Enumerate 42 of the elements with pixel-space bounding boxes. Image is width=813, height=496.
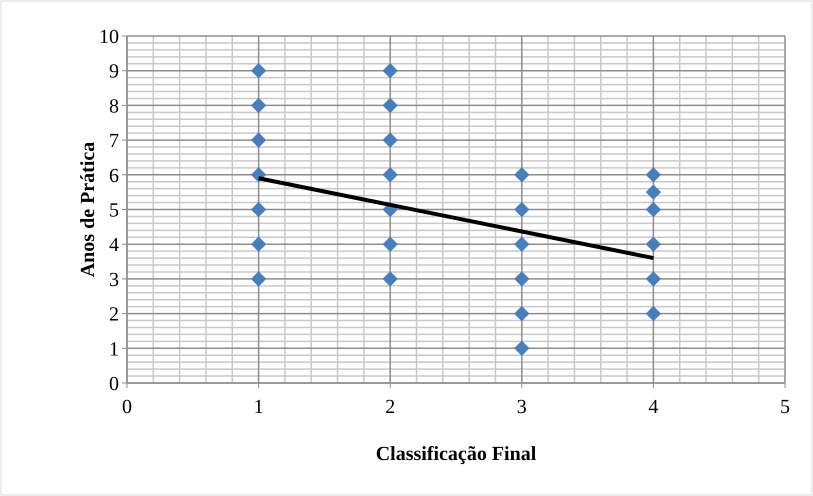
y-tick-label: 8 xyxy=(109,95,119,118)
point xyxy=(250,132,266,148)
y-tick-label: 2 xyxy=(109,304,119,326)
x-axis-title: Classificação Final xyxy=(376,443,537,465)
point xyxy=(382,98,398,114)
point xyxy=(382,167,398,182)
point xyxy=(514,306,530,322)
point xyxy=(382,271,398,287)
y-tick-label: 3 xyxy=(109,268,119,291)
y-tick-label: 0 xyxy=(109,373,119,395)
y-tick-label: 6 xyxy=(109,164,119,187)
point xyxy=(514,236,530,252)
point xyxy=(250,63,266,78)
y-tick-label: 1 xyxy=(109,338,119,360)
y-tick-label: 10 xyxy=(99,26,119,48)
x-tick-label: 3 xyxy=(516,396,527,418)
x-tick-label: 5 xyxy=(780,396,790,418)
point xyxy=(250,202,266,218)
point xyxy=(646,236,662,252)
point xyxy=(382,63,398,78)
point xyxy=(646,271,662,287)
point xyxy=(646,306,662,322)
point xyxy=(250,98,266,114)
point xyxy=(382,132,398,148)
point xyxy=(514,202,530,218)
point xyxy=(250,271,266,287)
y-tick-label: 7 xyxy=(109,130,119,152)
point xyxy=(514,340,530,356)
point xyxy=(514,167,530,182)
point xyxy=(646,167,662,182)
point xyxy=(382,236,398,252)
y-tick-label: 9 xyxy=(109,60,119,83)
x-tick-label: 2 xyxy=(385,396,396,418)
point xyxy=(514,271,530,287)
y-axis-title: Anos de Prática xyxy=(77,142,99,278)
x-tick-label: 4 xyxy=(648,396,658,418)
point xyxy=(646,202,662,218)
point xyxy=(250,236,266,252)
x-tick-label: 1 xyxy=(254,396,264,418)
y-tick-label: 5 xyxy=(109,200,119,222)
point xyxy=(646,184,662,200)
y-tick-label: 4 xyxy=(109,234,119,256)
